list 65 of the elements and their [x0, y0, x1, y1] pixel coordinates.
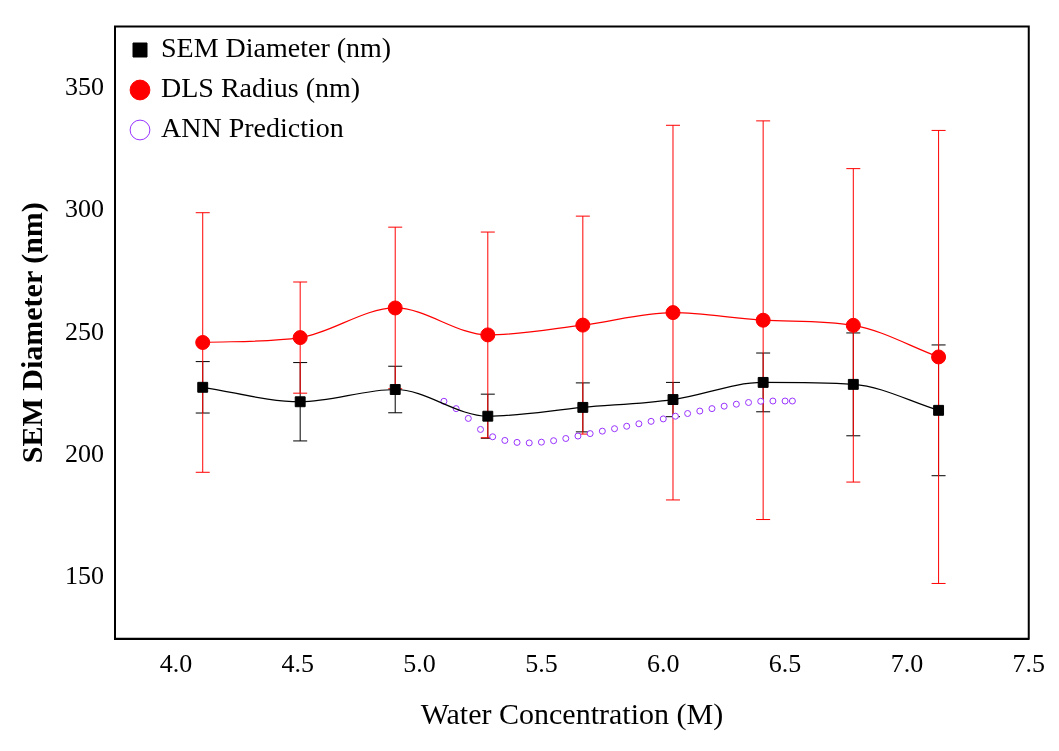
legend-label: SEM Diameter (nm) — [161, 32, 392, 64]
x-tick-label: 4.0 — [159, 649, 193, 679]
point — [847, 378, 859, 390]
legend-label: ANN Prediction — [161, 112, 344, 144]
point — [845, 317, 861, 333]
point — [477, 425, 484, 433]
point — [389, 384, 401, 395]
point — [575, 317, 591, 333]
point — [525, 439, 533, 447]
point — [537, 438, 545, 446]
point — [197, 381, 209, 393]
y-tick-label: 250 — [65, 316, 104, 346]
point — [665, 305, 681, 321]
x-axis-title: Water Concentration (M) — [420, 696, 724, 731]
point — [708, 405, 716, 413]
point — [292, 330, 308, 346]
point — [482, 410, 494, 422]
x-tick-label: 6.5 — [768, 649, 802, 679]
point — [720, 402, 728, 410]
point — [757, 397, 765, 405]
point — [757, 376, 769, 388]
point — [440, 397, 448, 405]
point — [788, 397, 796, 405]
x-tick-label: 7.0 — [890, 649, 924, 679]
point — [195, 335, 211, 350]
point — [696, 407, 704, 415]
y-tick-label: 350 — [65, 71, 104, 101]
legend-label: DLS Radius (nm) — [161, 72, 361, 104]
point — [755, 312, 771, 328]
point — [647, 417, 655, 425]
point — [667, 394, 679, 405]
point — [745, 398, 753, 406]
point — [598, 427, 606, 435]
point — [732, 400, 740, 408]
point — [781, 397, 789, 405]
point — [562, 434, 570, 442]
point — [294, 396, 306, 408]
point — [513, 438, 521, 446]
x-tick-label: 6.0 — [647, 649, 680, 679]
point — [684, 410, 692, 418]
point — [659, 415, 667, 423]
point — [574, 432, 582, 440]
x-tick-label: 5.0 — [403, 649, 436, 679]
point — [933, 404, 945, 416]
point — [671, 412, 679, 420]
y-axis-title: SEM Diameter (nm) — [14, 202, 49, 464]
point — [489, 433, 497, 441]
point — [769, 397, 777, 405]
point — [550, 437, 558, 445]
point — [586, 430, 594, 438]
point — [611, 425, 619, 433]
point — [480, 327, 496, 343]
y-tick-label: 150 — [65, 561, 104, 591]
point — [623, 422, 631, 430]
point — [931, 349, 947, 365]
y-tick-label: 300 — [65, 194, 104, 224]
x-tick-label: 7.5 — [1012, 649, 1045, 679]
point — [501, 436, 509, 444]
x-tick-label: 5.5 — [525, 649, 558, 679]
point — [577, 401, 589, 413]
x-tick-label: 4.5 — [281, 649, 314, 679]
y-tick-label: 200 — [65, 438, 104, 468]
point — [635, 420, 643, 428]
point — [387, 300, 403, 316]
point — [464, 414, 472, 422]
